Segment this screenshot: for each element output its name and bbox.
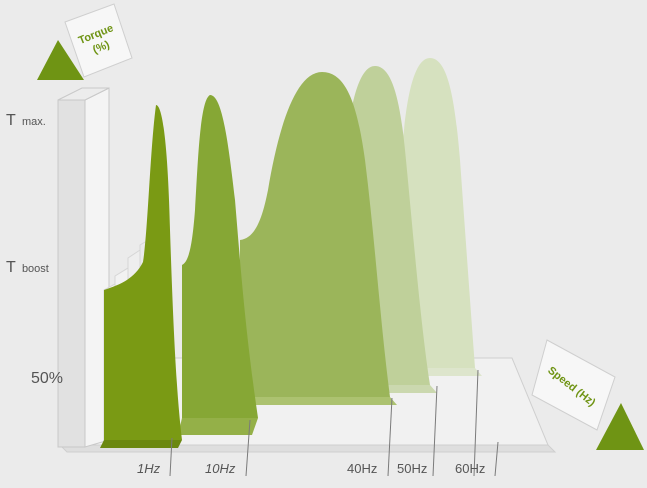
- torque-wall: [57, 87, 110, 448]
- torque-tag: [64, 3, 133, 78]
- curve-1hz: [104, 105, 182, 440]
- speed-triangle: [596, 403, 644, 450]
- y-labels: T max. T boost 50%: [6, 112, 63, 387]
- x-label-1hz: 1Hz: [137, 461, 161, 476]
- fifty-percent-label: 50%: [31, 370, 63, 387]
- torque-axis-badge: Torque (%): [37, 3, 133, 80]
- speed-ticks: [169, 369, 499, 477]
- speed-axis-badge: Speed (Hz): [531, 339, 644, 450]
- curve-60hz: [400, 58, 475, 368]
- floor-front: [58, 444, 557, 453]
- curve-10hz-side: [178, 418, 258, 435]
- torque-wall-top: [57, 87, 110, 101]
- t-boost-label: T boost: [6, 259, 49, 276]
- x-label-50hz: 50Hz: [397, 461, 427, 476]
- torque-triangle: [37, 40, 84, 80]
- x-label-60hz: 60Hz: [455, 461, 485, 476]
- x-label-10hz: 10Hz: [205, 461, 236, 476]
- curve-40hz: [240, 72, 390, 397]
- x-labels: 1Hz 10Hz 40Hz 50Hz 60Hz: [137, 461, 485, 476]
- curve-10hz: [182, 95, 258, 418]
- speed-tag: [531, 339, 616, 431]
- torque-wall-side: [57, 99, 86, 448]
- curve-40hz-side: [240, 397, 397, 405]
- x-label-40hz: 40Hz: [347, 461, 377, 476]
- curve-1hz-side: [100, 440, 182, 448]
- t-max-label: T max.: [6, 112, 46, 129]
